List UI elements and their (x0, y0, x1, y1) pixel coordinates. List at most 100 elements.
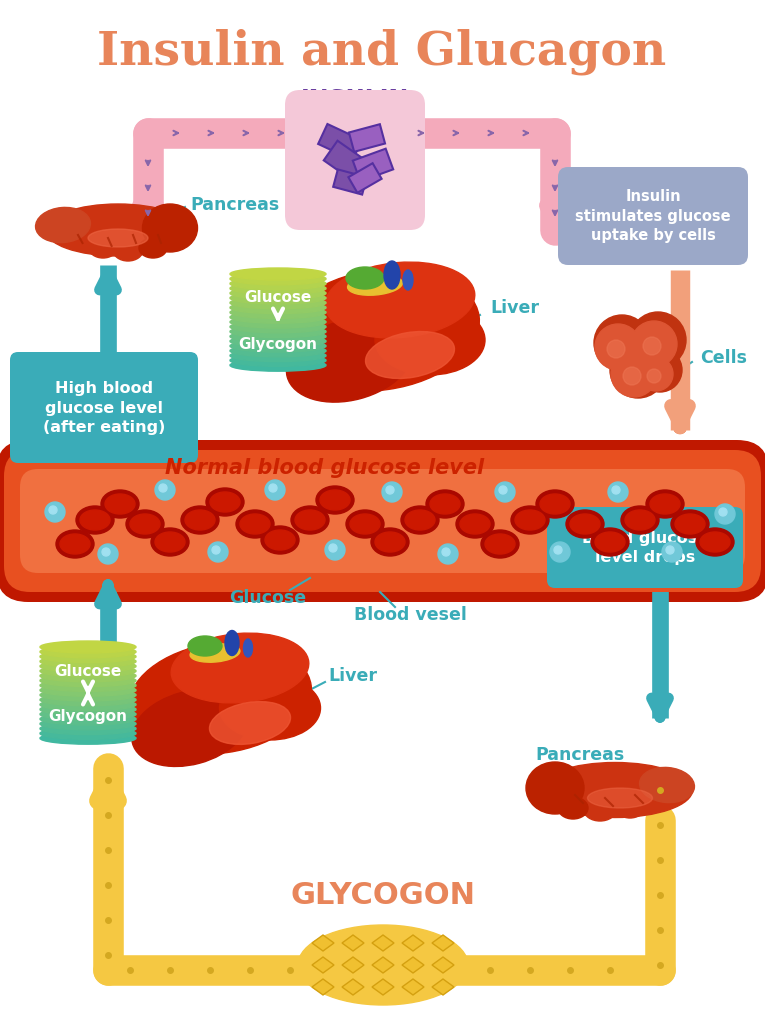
Ellipse shape (325, 262, 475, 338)
Ellipse shape (536, 490, 574, 518)
Circle shape (550, 542, 570, 562)
Ellipse shape (40, 650, 136, 663)
Ellipse shape (35, 208, 90, 243)
Circle shape (607, 340, 625, 358)
Ellipse shape (265, 530, 295, 550)
Ellipse shape (430, 494, 460, 514)
Polygon shape (342, 979, 364, 995)
Circle shape (269, 484, 277, 492)
Ellipse shape (225, 631, 239, 655)
Ellipse shape (485, 534, 515, 554)
Text: Glucose: Glucose (244, 291, 311, 305)
Ellipse shape (210, 701, 291, 744)
Ellipse shape (460, 514, 490, 534)
Circle shape (612, 486, 620, 494)
Circle shape (98, 544, 118, 564)
Ellipse shape (298, 925, 468, 1005)
Polygon shape (432, 979, 454, 995)
Text: INSULIN: INSULIN (301, 88, 409, 112)
Ellipse shape (230, 349, 326, 361)
Circle shape (49, 506, 57, 514)
Circle shape (611, 351, 657, 397)
Circle shape (631, 321, 677, 367)
Ellipse shape (588, 788, 653, 808)
Circle shape (554, 546, 562, 554)
Circle shape (208, 542, 228, 562)
Circle shape (719, 508, 727, 516)
Text: Liver: Liver (490, 299, 539, 317)
Ellipse shape (181, 506, 219, 534)
FancyBboxPatch shape (0, 440, 765, 602)
Ellipse shape (538, 763, 692, 817)
Text: Blood vesel: Blood vesel (353, 606, 467, 624)
Ellipse shape (515, 510, 545, 530)
FancyBboxPatch shape (20, 469, 745, 573)
Circle shape (623, 367, 641, 385)
Polygon shape (372, 935, 394, 951)
Ellipse shape (230, 302, 326, 313)
Ellipse shape (206, 488, 244, 516)
Circle shape (666, 546, 674, 554)
Ellipse shape (375, 305, 485, 375)
Ellipse shape (384, 261, 400, 289)
Ellipse shape (40, 727, 136, 739)
Polygon shape (402, 957, 424, 973)
Ellipse shape (113, 239, 143, 261)
Ellipse shape (595, 532, 625, 552)
Ellipse shape (366, 332, 454, 379)
Ellipse shape (230, 272, 326, 285)
Circle shape (265, 480, 285, 500)
Ellipse shape (646, 490, 684, 518)
Ellipse shape (540, 494, 570, 514)
Ellipse shape (230, 283, 326, 295)
Text: Insulin
stimulates glucose
uptake by cells: Insulin stimulates glucose uptake by cel… (575, 188, 731, 244)
Circle shape (608, 482, 628, 502)
Polygon shape (353, 148, 393, 181)
Circle shape (499, 486, 507, 494)
Ellipse shape (80, 510, 110, 530)
Ellipse shape (171, 633, 309, 702)
Circle shape (610, 342, 666, 398)
Ellipse shape (696, 528, 734, 556)
Circle shape (662, 542, 682, 562)
Ellipse shape (616, 798, 644, 818)
Ellipse shape (40, 684, 136, 696)
Ellipse shape (625, 510, 655, 530)
Ellipse shape (88, 229, 148, 247)
Polygon shape (372, 979, 394, 995)
Ellipse shape (671, 510, 709, 538)
FancyBboxPatch shape (547, 507, 743, 588)
Polygon shape (402, 935, 424, 951)
Ellipse shape (375, 532, 405, 552)
Polygon shape (318, 124, 362, 160)
Ellipse shape (621, 506, 659, 534)
Polygon shape (334, 169, 367, 195)
Ellipse shape (346, 510, 384, 538)
Circle shape (45, 502, 65, 522)
Ellipse shape (230, 278, 326, 290)
FancyBboxPatch shape (10, 352, 198, 463)
Ellipse shape (558, 797, 588, 819)
Ellipse shape (230, 287, 326, 299)
Circle shape (495, 482, 515, 502)
Ellipse shape (350, 514, 380, 534)
Ellipse shape (371, 528, 409, 556)
Circle shape (212, 546, 220, 554)
Text: GLYCOGON: GLYCOGON (291, 881, 476, 909)
Ellipse shape (40, 689, 136, 701)
Polygon shape (402, 979, 424, 995)
Ellipse shape (129, 642, 311, 754)
Ellipse shape (230, 321, 326, 333)
Text: Liver: Liver (328, 667, 377, 685)
Ellipse shape (230, 297, 326, 309)
Ellipse shape (295, 510, 325, 530)
Ellipse shape (261, 526, 299, 554)
Polygon shape (342, 935, 364, 951)
Ellipse shape (40, 665, 136, 677)
Ellipse shape (281, 269, 480, 391)
Ellipse shape (346, 267, 384, 289)
Ellipse shape (151, 528, 189, 556)
Ellipse shape (481, 530, 519, 558)
Ellipse shape (40, 698, 136, 711)
Ellipse shape (190, 644, 240, 663)
